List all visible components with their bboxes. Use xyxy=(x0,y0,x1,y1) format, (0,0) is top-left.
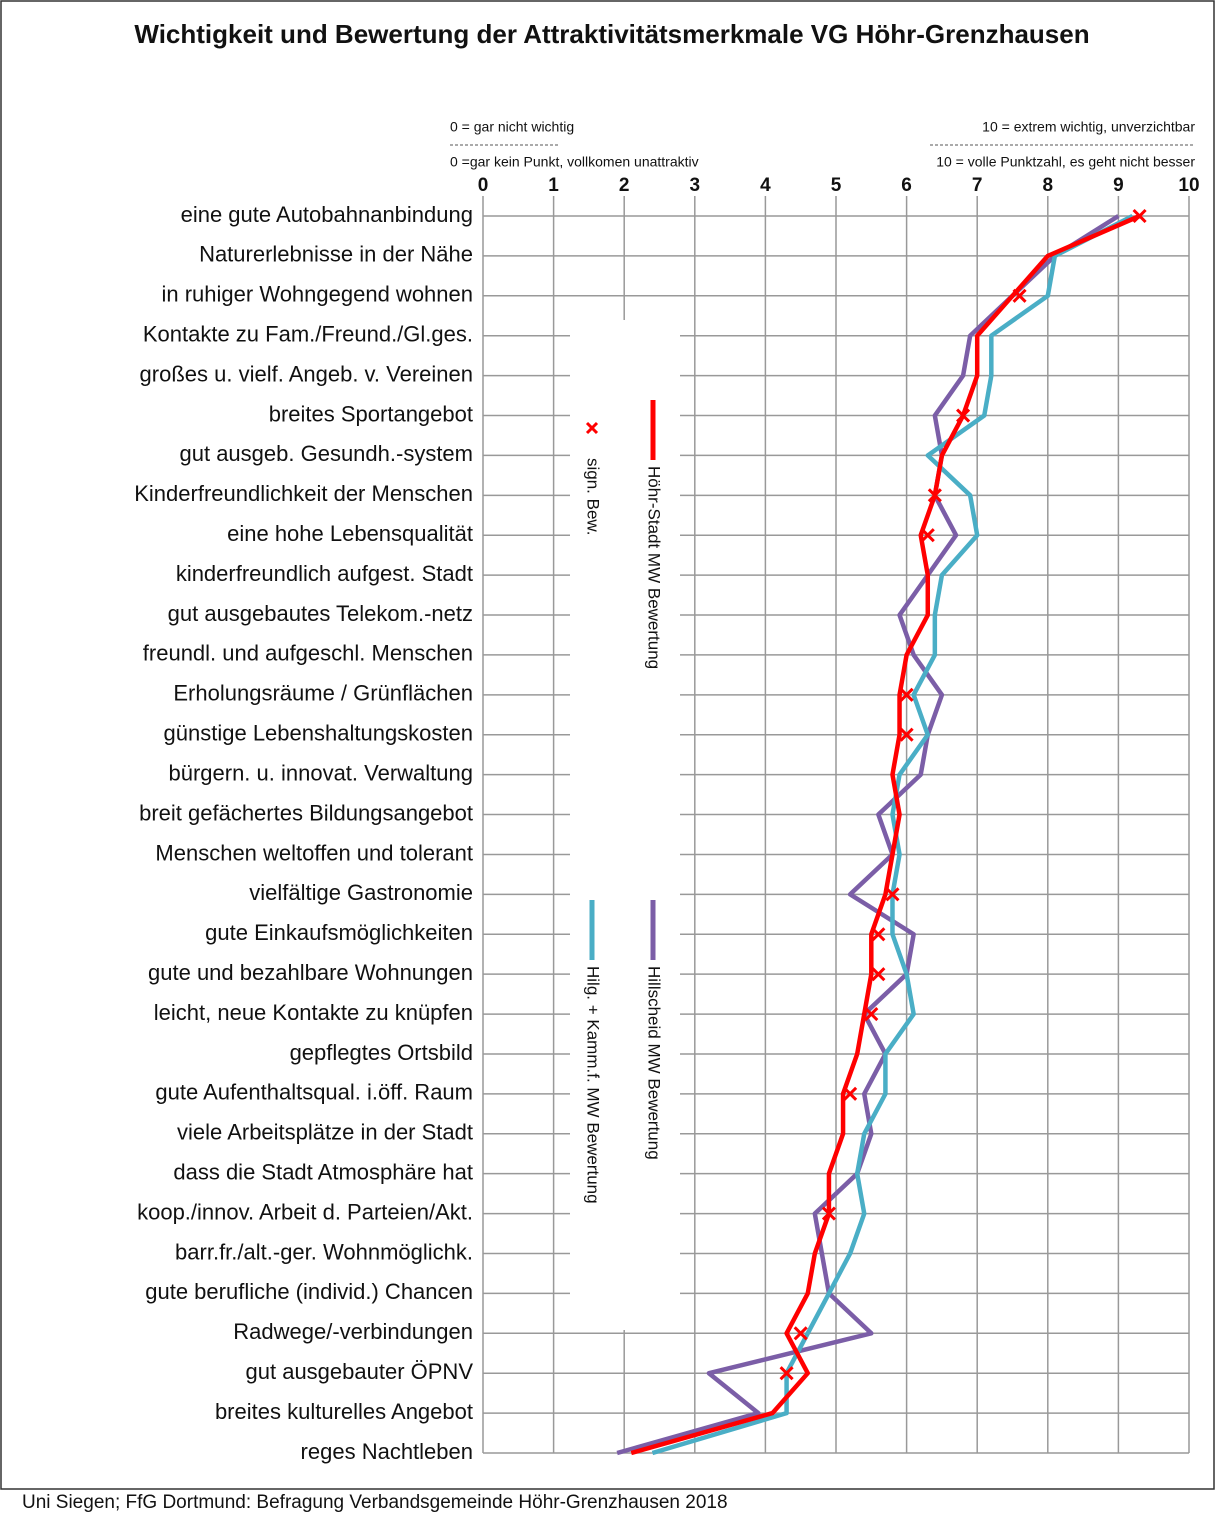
x-stroke xyxy=(885,887,900,902)
y-tick-label: barr.fr./alt.-ger. Wohnmöglichk. xyxy=(175,1239,473,1264)
x-stroke xyxy=(1012,288,1027,303)
sign-marker xyxy=(956,408,971,423)
x-stroke xyxy=(793,1326,808,1341)
x-stroke xyxy=(927,488,942,503)
annotation: 10 = volle Punktzahl, es geht nicht bess… xyxy=(936,154,1195,170)
y-tick-label: gute Einkaufsmöglichkeiten xyxy=(205,920,473,945)
x-stroke xyxy=(871,967,886,982)
y-tick-label: Radwege/-verbindungen xyxy=(233,1319,473,1344)
y-tick-label: eine gute Autobahnanbindung xyxy=(181,202,473,227)
legend-background xyxy=(570,320,680,1330)
y-tick-label: gute berufliche (individ.) Chancen xyxy=(145,1279,473,1304)
source: Uni Siegen; FfG Dortmund: Befragung Verb… xyxy=(22,1492,728,1513)
y-tick-label: gute Aufenthaltsqual. i.öff. Raum xyxy=(155,1080,473,1105)
legend-label: sign. Bew. xyxy=(584,458,603,536)
y-tick-label: Kinderfreundlichkeit der Menschen xyxy=(134,481,473,506)
y-tick-label: gepflegtes Ortsbild xyxy=(290,1040,473,1065)
y-tick-label: koop./innov. Arbeit d. Parteien/Akt. xyxy=(137,1199,473,1224)
y-tick-label: günstige Lebenshaltungskosten xyxy=(164,721,473,746)
x-stroke xyxy=(920,528,935,543)
y-tick-label: vielfältige Gastronomie xyxy=(249,880,473,905)
y-tick-label: in ruhiger Wohngegend wohnen xyxy=(162,282,474,307)
legend-label: Hilg. + Kamm.f. MW Bewertung xyxy=(584,966,603,1204)
chart-title: Wichtigkeit und Bewertung der Attraktivi… xyxy=(134,19,1089,49)
x-stroke xyxy=(779,1366,794,1381)
sign-marker xyxy=(864,1007,879,1022)
annotation: 0 = gar nicht wichtig xyxy=(450,119,574,135)
x-stroke xyxy=(864,1007,879,1022)
x-tick-label: 0 xyxy=(478,175,489,196)
y-tick-label: gut ausgeb. Gesundh.-system xyxy=(180,441,474,466)
sign-marker xyxy=(920,528,935,543)
x-tick-label: 10 xyxy=(1178,175,1199,196)
x-stroke xyxy=(843,1086,858,1101)
x-tick-label: 3 xyxy=(690,175,701,196)
x-tick-label: 2 xyxy=(619,175,630,196)
y-tick-label: breites kulturelles Angebot xyxy=(215,1399,473,1424)
y-tick-label: reges Nachtleben xyxy=(301,1439,473,1464)
series-line xyxy=(616,214,1120,1456)
x-stroke xyxy=(899,687,914,702)
y-tick-label: großes u. vielf. Angeb. v. Vereinen xyxy=(140,361,473,386)
y-tick-label: leicht, neue Kontakte zu knüpfen xyxy=(154,1000,473,1025)
sign-marker xyxy=(899,727,914,742)
x-tick-label: 8 xyxy=(1043,175,1054,196)
sign-marker xyxy=(793,1326,808,1341)
x-tick-label: 1 xyxy=(548,175,559,196)
y-tick-label: breit gefächertes Bildungsangebot xyxy=(139,800,473,825)
sign-marker xyxy=(843,1086,858,1101)
sign-marker xyxy=(1132,208,1147,224)
y-tick-label: eine hohe Lebensqualität xyxy=(227,521,473,546)
y-tick-label: Menschen weltoffen und tolerant xyxy=(155,840,473,865)
legend-label: Hillscheid MW Bewertung xyxy=(645,966,664,1160)
x-tick-label: 4 xyxy=(760,175,771,196)
sign-marker xyxy=(871,927,886,942)
sign-marker xyxy=(821,1206,837,1221)
x-tick-label: 7 xyxy=(972,175,983,196)
y-tick-label: Naturerlebnisse in der Nähe xyxy=(199,242,473,267)
x-stroke xyxy=(821,1206,837,1221)
sign-marker xyxy=(885,887,900,902)
x-stroke xyxy=(1132,208,1147,224)
y-tick-label: freundl. und aufgeschl. Menschen xyxy=(143,641,473,666)
sign-marker xyxy=(1012,288,1027,303)
y-tick-label: viele Arbeitsplätze in der Stadt xyxy=(177,1120,473,1145)
sign-marker xyxy=(871,967,886,982)
x-stroke xyxy=(956,408,971,423)
y-tick-label: Kontakte zu Fam./Freund./Gl.ges. xyxy=(143,322,473,347)
annotation: 10 = extrem wichtig, unverzichtbar xyxy=(982,119,1195,135)
legend-label: Höhr-Stadt MW Bewertung xyxy=(645,466,664,669)
annotation: 0 =gar kein Punkt, vollkomen unattraktiv xyxy=(450,154,699,170)
y-tick-label: gute und bezahlbare Wohnungen xyxy=(148,960,473,985)
sign-marker xyxy=(779,1366,794,1381)
sign-marker xyxy=(927,488,942,503)
x-stroke xyxy=(585,421,599,435)
x-stroke xyxy=(871,927,886,942)
y-tick-label: dass die Stadt Atmosphäre hat xyxy=(173,1159,473,1184)
sign-marker xyxy=(899,687,914,702)
x-tick-label: 9 xyxy=(1113,175,1124,196)
x-stroke xyxy=(899,727,914,742)
series-line xyxy=(630,213,1141,1456)
y-tick-label: gut ausgebauter ÖPNV xyxy=(246,1359,474,1384)
y-tick-label: bürgern. u. innovat. Verwaltung xyxy=(168,760,473,785)
y-tick-label: gut ausgebautes Telekom.-netz xyxy=(168,601,473,626)
y-tick-label: Erholungsräume / Grünflächen xyxy=(173,681,473,706)
x-tick-label: 6 xyxy=(901,175,912,196)
x-tick-label: 5 xyxy=(831,175,842,196)
y-tick-label: breites Sportangebot xyxy=(269,401,473,426)
legend-swatch xyxy=(585,421,599,435)
y-tick-label: kinderfreundlich aufgest. Stadt xyxy=(176,561,473,586)
